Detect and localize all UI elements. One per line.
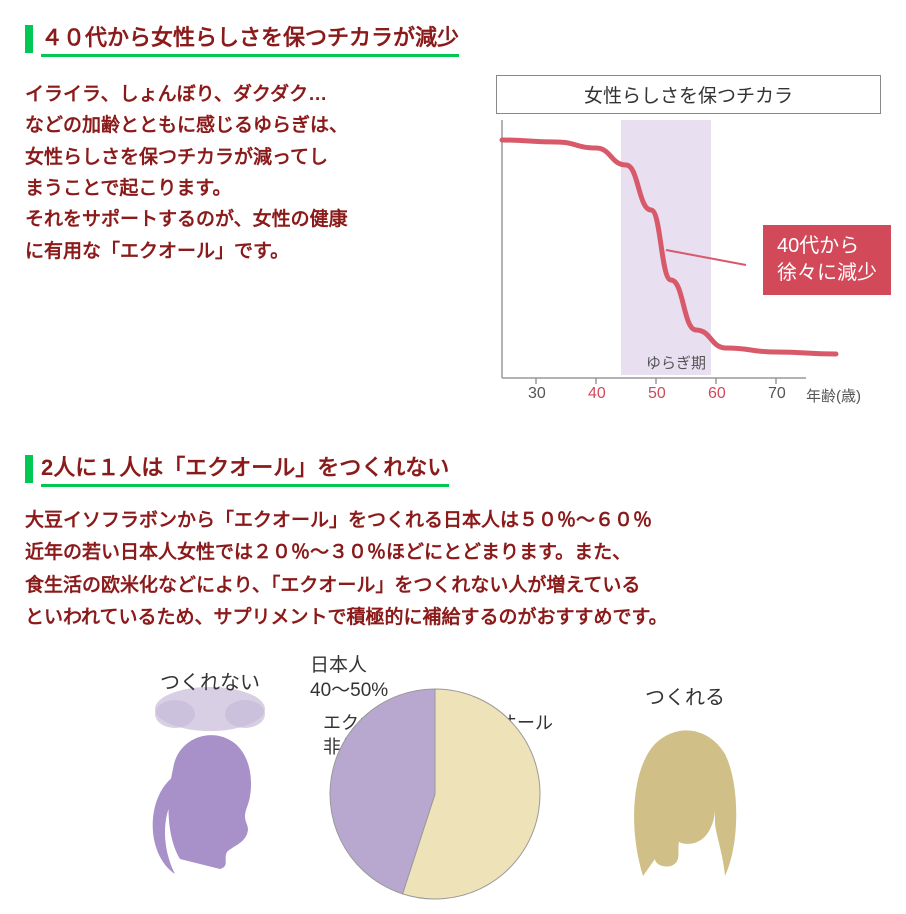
tick-60: 60 [708,385,726,403]
section1-body: イライラ、しょんぼり、ダクダク…などの加齢とともに感じるゆらぎは、女性らしさを保… [25,75,881,420]
heading-text-2: 2人に１人は「エクオール」をつくれない [41,450,449,487]
section1-heading: ４０代から女性らしさを保つチカラが減少 [25,20,881,57]
heading-text: ４０代から女性らしさを保つチカラが減少 [41,20,459,57]
tick-70: 70 [768,385,786,403]
heading-bar-2 [25,455,33,483]
section1-paragraph: イライラ、しょんぼり、ダクダク…などの加齢とともに感じるゆらぎは、女性らしさを保… [25,75,476,267]
section2-heading: 2人に１人は「エクオール」をつくれない [25,450,881,487]
axis-unit: 年齢(歳) [806,385,861,406]
tick-30: 30 [528,385,546,403]
heading-bar [25,25,33,53]
pie-svg: つくれないつくれる [25,654,885,914]
decline-chart: 女性らしさを保つチカラ 40代から徐々に減少 ゆらぎ期 30 40 50 60 … [496,75,881,420]
tick-40: 40 [588,385,606,403]
chart-title: 女性らしさを保つチカラ [496,75,881,114]
yuragi-label: ゆらぎ期 [646,352,706,373]
chart-callout: 40代から徐々に減少 [763,225,891,295]
chart-plot: 40代から徐々に減少 ゆらぎ期 30 40 50 60 70 年齢(歳) [496,120,881,420]
tick-50: 50 [648,385,666,403]
pie-diagram: 日本人40～50% エクオール非生産者 エクオール生産者 日本人50～60% つ… [25,654,881,914]
section2-paragraph: 大豆イソフラボンから「エクオール」をつくれる日本人は５０％～６０％近年の若い日本… [25,505,881,634]
svg-text:つくれる: つくれる [645,687,725,709]
svg-text:つくれない: つくれない [160,672,260,694]
